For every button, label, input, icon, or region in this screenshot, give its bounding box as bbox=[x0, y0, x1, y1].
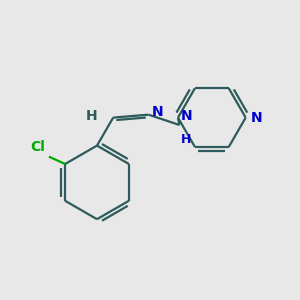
Text: N: N bbox=[152, 105, 164, 119]
Text: H: H bbox=[181, 133, 191, 146]
Text: N: N bbox=[251, 111, 262, 124]
Text: N: N bbox=[181, 109, 193, 123]
Text: Cl: Cl bbox=[31, 140, 45, 154]
Text: H: H bbox=[85, 109, 97, 123]
